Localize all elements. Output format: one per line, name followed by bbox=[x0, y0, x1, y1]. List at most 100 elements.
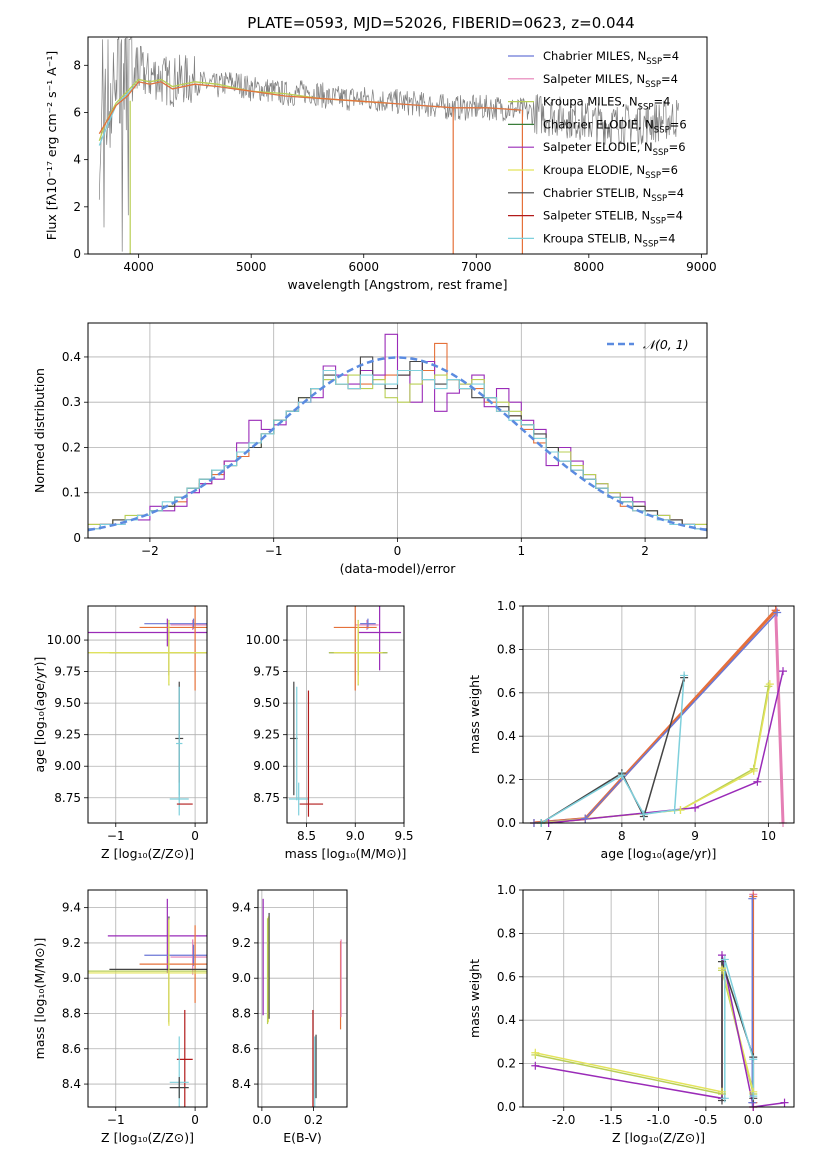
y-tick-label: 0 bbox=[73, 531, 81, 545]
legend-label: Salpeter ELODIE, NSSP=6 bbox=[543, 140, 686, 158]
axes-frame bbox=[87, 36, 708, 255]
y-tick-label: 0.6 bbox=[497, 970, 516, 984]
weight-marker bbox=[581, 814, 590, 823]
y-tick-label: 8.8 bbox=[232, 1006, 251, 1020]
weight-marker bbox=[748, 1098, 757, 1107]
x-tick-label: 2 bbox=[641, 544, 649, 558]
y-tick-label: 9.25 bbox=[253, 728, 280, 742]
y-tick-label: 9.00 bbox=[253, 759, 280, 773]
y-tick-label: 0.3 bbox=[62, 395, 81, 409]
weight-marker bbox=[670, 805, 679, 814]
y-tick-label: 4 bbox=[73, 153, 81, 167]
y-tick-label: 9.75 bbox=[54, 665, 81, 679]
y-axis-label: age [log₁₀(age/yr)] bbox=[32, 657, 47, 773]
x-tick-label: 0 bbox=[191, 1113, 199, 1127]
legend-name: Salpeter STELIB, N bbox=[543, 209, 650, 223]
weight-marker bbox=[639, 810, 648, 819]
y-tick-label: 9.2 bbox=[62, 936, 81, 950]
legend-label: Chabrier ELODIE, NSSP=6 bbox=[543, 117, 687, 135]
x-tick-label: 0.0 bbox=[744, 1113, 763, 1127]
legend-sub: SSP bbox=[646, 57, 662, 67]
legend-name: Kroupa MILES, N bbox=[543, 95, 638, 109]
y-tick-label: 10.00 bbox=[47, 633, 81, 647]
legend-name: Kroupa ELODIE, N bbox=[543, 163, 645, 177]
x-tick-label: 8000 bbox=[574, 260, 605, 274]
plot-area bbox=[88, 606, 207, 816]
y-tick-label: 8.6 bbox=[232, 1042, 251, 1056]
legend-label: Salpeter STELIB, NSSP=4 bbox=[543, 209, 683, 227]
y-tick-label: 1.0 bbox=[497, 599, 516, 613]
y-tick-label: 8.4 bbox=[232, 1077, 251, 1091]
x-tick-label: -1.5 bbox=[599, 1113, 622, 1127]
x-tick-label: −2 bbox=[141, 544, 159, 558]
x-tick-label: −1 bbox=[107, 829, 125, 843]
plot-area bbox=[88, 333, 707, 532]
weight-marker bbox=[680, 671, 689, 680]
plot-area bbox=[98, 37, 679, 254]
weight-line bbox=[533, 609, 777, 823]
y-tick-label: 8.6 bbox=[62, 1042, 81, 1056]
y-tick-label: 8.75 bbox=[253, 791, 280, 805]
weight-marker bbox=[749, 1055, 758, 1064]
y-tick-label: 0 bbox=[73, 247, 81, 261]
weight-marker bbox=[748, 894, 757, 903]
y-tick-label: 9.50 bbox=[253, 696, 280, 710]
x-tick-label: 10 bbox=[761, 829, 776, 843]
weight-marker bbox=[720, 955, 729, 964]
y-tick-label: 0.6 bbox=[497, 686, 516, 700]
legend-suffix: =6 bbox=[669, 140, 686, 154]
plot-area bbox=[88, 898, 207, 1107]
model-line-model-miles bbox=[98, 78, 387, 142]
axes-frame bbox=[522, 605, 795, 824]
y-tick-label: 0.0 bbox=[497, 816, 516, 830]
y-tick-label: 1.0 bbox=[497, 883, 516, 897]
x-tick-label: 9000 bbox=[686, 260, 717, 274]
y-axis-label: mass weight bbox=[467, 675, 482, 754]
figure-title: PLATE=0593, MJD=52026, FIBERID=0623, z=0… bbox=[247, 14, 634, 32]
x-tick-label: 9.5 bbox=[394, 829, 413, 843]
legend-suffix: =4 bbox=[667, 186, 684, 200]
weight-marker bbox=[780, 1098, 789, 1107]
panel-weight_vs_z: -2.0 -1.5 -1.0 -0.5 0.0 0.0 0.2 0.4 0.6 0.8 1.0 Z [… bbox=[467, 883, 795, 1145]
weight-line bbox=[724, 959, 755, 1099]
legend-sub: SSP bbox=[643, 239, 659, 249]
plot-area bbox=[262, 898, 342, 1107]
weight-marker bbox=[749, 892, 758, 901]
y-tick-label: 0.8 bbox=[497, 642, 516, 656]
legend-suffix: =4 bbox=[653, 95, 670, 109]
y-axis-label: mass [log₁₀(M/M⊙)] bbox=[32, 938, 47, 1060]
x-tick-label: 1 bbox=[517, 544, 525, 558]
weight-marker bbox=[531, 1061, 540, 1070]
panel-age_vs_mass: 8.5 9.0 9.5 8.75 9.00 9.25 9.50 9.75 10.00 mass [… bbox=[246, 605, 414, 861]
axes-frame bbox=[87, 605, 208, 824]
y-tick-label: 0.2 bbox=[497, 773, 516, 787]
x-tick-label: 5000 bbox=[236, 260, 267, 274]
x-axis-label: (data-model)/error bbox=[340, 561, 457, 576]
legend-suffix: =4 bbox=[661, 72, 678, 86]
legend-label: Kroupa ELODIE, NSSP=6 bbox=[543, 163, 678, 181]
x-tick-label: 7000 bbox=[461, 260, 492, 274]
panel-weight_vs_age: 7 8 9 10 0.0 0.2 0.4 0.6 0.8 1.0 age [log₁₀(age/yr… bbox=[467, 599, 795, 861]
legend-sub: SSP bbox=[653, 148, 669, 158]
x-axis-label: age [log₁₀(age/yr)] bbox=[601, 846, 717, 861]
weight-marker bbox=[779, 667, 788, 676]
y-axis-label: mass weight bbox=[467, 959, 482, 1038]
y-tick-label: 0.2 bbox=[62, 440, 81, 454]
x-tick-label: 8 bbox=[618, 829, 626, 843]
legend-label: 𝒩(0, 1) bbox=[643, 337, 689, 352]
y-tick-label: 8.75 bbox=[54, 791, 81, 805]
weight-line bbox=[548, 670, 784, 823]
x-tick-label: −1 bbox=[107, 1113, 125, 1127]
gaussian-curve bbox=[88, 356, 707, 532]
axes-frame bbox=[87, 889, 208, 1108]
x-tick-label: 0.0 bbox=[252, 1113, 271, 1127]
x-axis-label: E(B-V) bbox=[283, 1130, 322, 1145]
plot-area bbox=[535, 894, 785, 1107]
x-tick-label: -1.0 bbox=[647, 1113, 670, 1127]
legend-suffix: =4 bbox=[662, 49, 679, 63]
legend-suffix: =4 bbox=[658, 231, 675, 245]
axes-frame bbox=[286, 605, 405, 824]
y-tick-label: 9.25 bbox=[54, 728, 81, 742]
legend-name: Salpeter MILES, N bbox=[543, 72, 645, 86]
